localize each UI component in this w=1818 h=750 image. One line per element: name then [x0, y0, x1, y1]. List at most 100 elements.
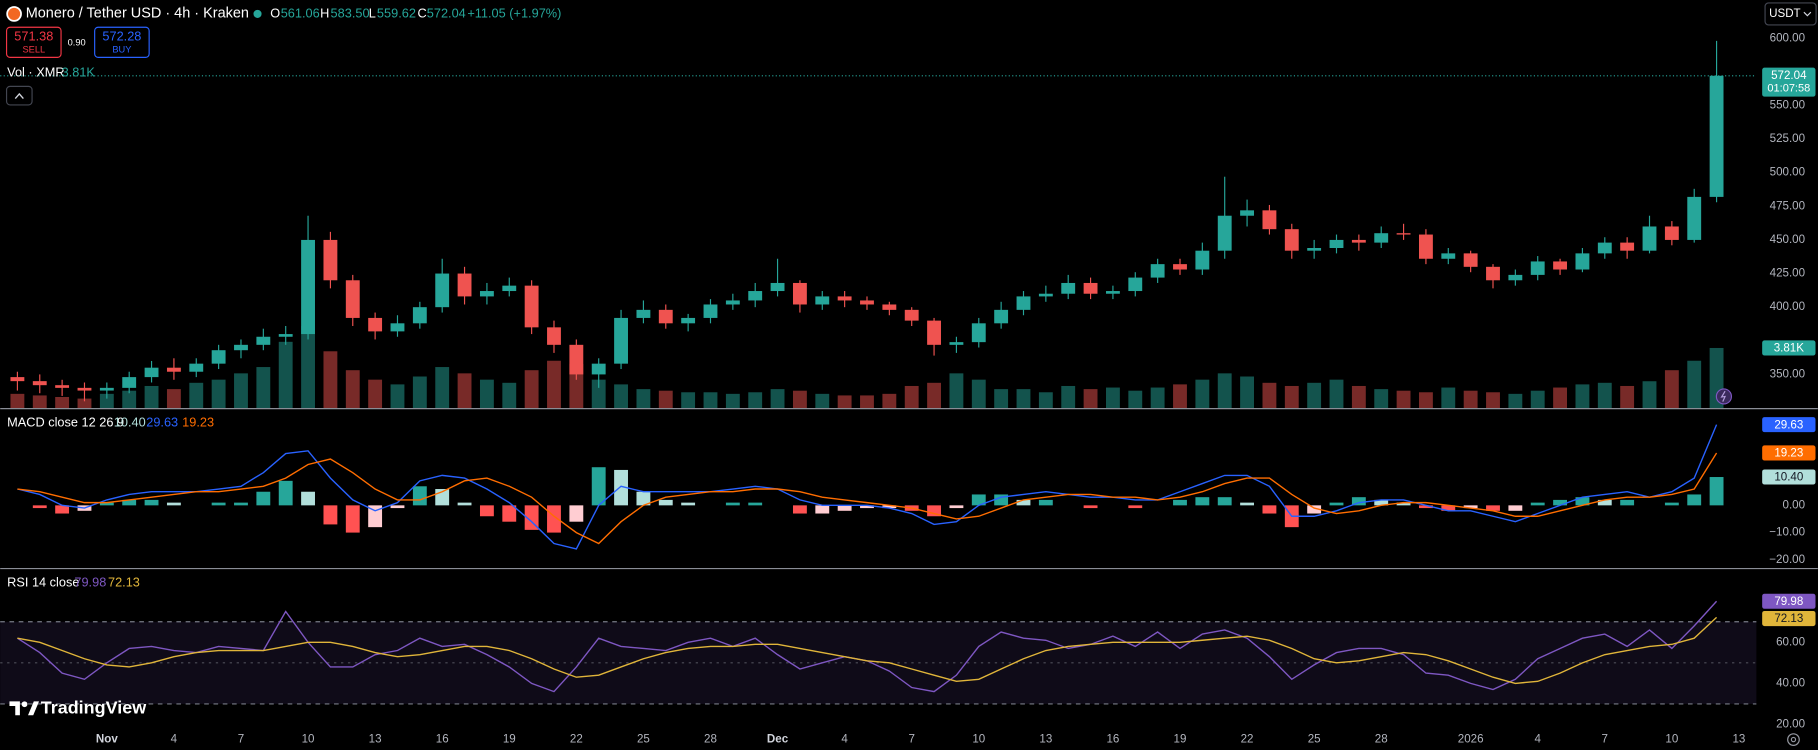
volume-bar — [591, 379, 606, 409]
legend-value: 72.13 — [108, 574, 140, 589]
sell-box[interactable] — [5, 26, 62, 58]
volume-bar — [1284, 385, 1299, 409]
x-tick-label: 10 — [1665, 734, 1678, 746]
candle-body — [1262, 210, 1277, 230]
histogram-bar — [1687, 494, 1702, 506]
candle-body — [569, 344, 584, 375]
buy-button[interactable]: 572.28 BUY — [94, 26, 150, 58]
x-tick-label: Dec — [767, 734, 789, 746]
sell-button[interactable]: 571.38 SELL — [5, 26, 62, 58]
macd-last-box — [1762, 417, 1816, 433]
volume-bar — [1486, 392, 1500, 409]
market-status — [253, 9, 262, 18]
candle-body — [1240, 210, 1254, 216]
ohlc-key: C — [418, 5, 427, 20]
candle-body — [1486, 266, 1500, 281]
candle-body — [882, 304, 897, 310]
histogram-bar — [502, 505, 517, 522]
collapse-button[interactable] — [5, 85, 33, 106]
y-tick-label: −10.00 — [1769, 527, 1805, 539]
histogram-bar — [1620, 499, 1635, 506]
volume-bar — [1128, 390, 1143, 409]
volume-bar — [99, 393, 114, 409]
candle-body — [1664, 226, 1679, 240]
candle-body — [1038, 293, 1053, 297]
collapse-box[interactable] — [5, 85, 33, 106]
candle-body — [725, 300, 740, 305]
volume-bar — [547, 360, 561, 409]
histogram-bar — [323, 505, 338, 525]
currency-chevron[interactable] — [1803, 11, 1812, 17]
histogram-bar — [636, 491, 651, 506]
histogram-bar — [1217, 497, 1232, 506]
x-tick-label: 4 — [841, 734, 848, 746]
histogram-bar — [748, 502, 763, 506]
candle-body — [1463, 253, 1478, 267]
volume-bar — [1217, 373, 1232, 409]
signal-line — [17, 452, 1718, 545]
volume-bar — [32, 395, 47, 409]
candle-body — [1016, 296, 1031, 310]
currency-label[interactable]: USDT — [1769, 8, 1801, 20]
histogram-bar — [144, 499, 159, 506]
histogram-bar — [32, 505, 47, 509]
histogram-bar — [345, 505, 360, 533]
histogram-bar — [1307, 505, 1322, 514]
x-tick-label: 10 — [972, 734, 985, 746]
volume-bar — [994, 389, 1009, 409]
candle-body — [234, 344, 248, 351]
buy-label[interactable]: BUY — [112, 44, 131, 54]
currency-box[interactable] — [1764, 2, 1817, 26]
collapse-icon[interactable] — [14, 92, 24, 99]
x-tick-label: 28 — [1375, 734, 1388, 746]
candle-body — [703, 304, 718, 318]
x-tick-label: 4 — [171, 734, 178, 746]
settings-icon[interactable] — [1787, 733, 1800, 746]
legend-value: 79.98 — [74, 574, 106, 589]
rsi-ma-last: 72.13 — [1774, 613, 1803, 625]
candle-body — [301, 239, 315, 335]
sell-label[interactable]: SELL — [22, 44, 45, 54]
histogram-bar — [547, 505, 561, 533]
histogram-bar — [949, 505, 964, 509]
candle-body — [748, 291, 763, 301]
histogram-bar — [524, 505, 539, 530]
buy-box[interactable] — [94, 26, 150, 58]
candle-body — [502, 285, 517, 292]
volume-bar — [278, 341, 293, 409]
histogram-bar — [211, 502, 226, 506]
candle-body — [99, 387, 114, 391]
signal-last: 19.23 — [1774, 448, 1803, 460]
macd-last: 29.63 — [1774, 419, 1803, 431]
histogram-bar — [1530, 502, 1545, 506]
logo-mark — [28, 701, 40, 716]
sell-price[interactable]: 571.38 — [14, 28, 53, 43]
candle-body — [815, 296, 830, 305]
logo-mark — [9, 701, 20, 716]
volume-bar — [971, 379, 986, 409]
candle-body — [1597, 242, 1612, 254]
histogram-bar — [860, 505, 874, 509]
symbol-title[interactable]: Monero / Tether USD · 4h · Kraken — [26, 6, 249, 22]
histogram-bar — [301, 491, 315, 506]
volume-bar — [837, 395, 852, 409]
volume-bar — [792, 390, 807, 409]
price-change: +11.05 (+1.97%) — [467, 5, 561, 20]
candle-body — [1307, 247, 1322, 251]
rsi-last: 79.98 — [1774, 596, 1803, 608]
y-tick-label: 60.00 — [1776, 636, 1805, 648]
volume-bar — [725, 393, 740, 409]
volume-bar — [524, 370, 539, 409]
volume-bar — [435, 367, 450, 409]
volume-bar — [301, 326, 315, 409]
x-tick-label: Nov — [96, 734, 118, 746]
x-tick-label: 19 — [1174, 734, 1187, 746]
histogram-bar — [1486, 505, 1500, 511]
candle-body — [435, 273, 450, 308]
buy-price[interactable]: 572.28 — [102, 28, 141, 43]
candle-body — [524, 285, 539, 328]
currency-button[interactable]: USDT — [1764, 2, 1817, 26]
histogram-bar — [837, 505, 852, 511]
settings-icon[interactable] — [1790, 736, 1797, 743]
